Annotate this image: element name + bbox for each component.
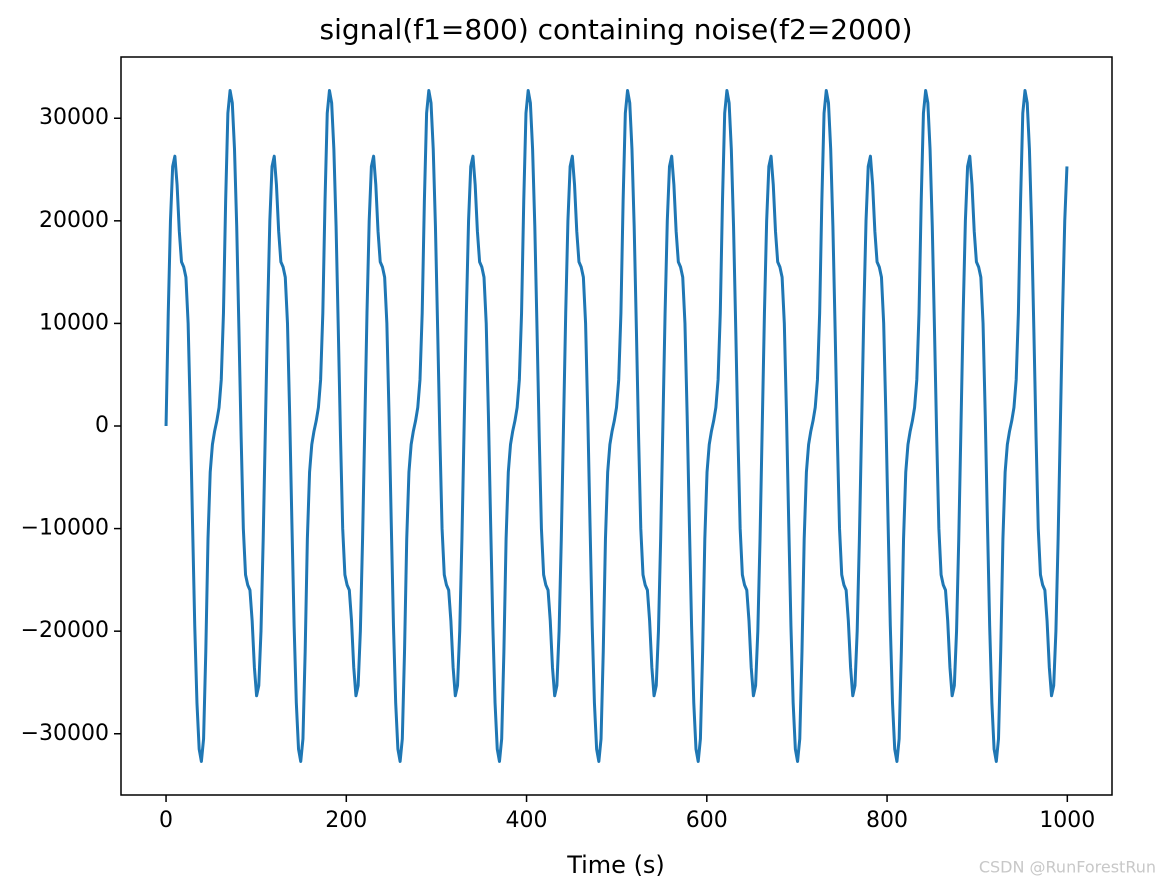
x-tick-label: 200 — [325, 808, 367, 833]
y-tick-label: 20000 — [39, 208, 109, 233]
x-tick-label: 1000 — [1039, 808, 1095, 833]
plot-frame — [120, 56, 1113, 796]
watermark: CSDN @RunForestRun — [979, 858, 1156, 877]
x-tick-label: 800 — [866, 808, 908, 833]
y-tick-label: 0 — [95, 413, 109, 438]
y-tick-label: 30000 — [39, 105, 109, 130]
x-tick-label: 400 — [506, 808, 548, 833]
y-tick-label: −20000 — [21, 618, 109, 643]
x-axis-label: Time (s) — [566, 851, 665, 879]
y-tick-label: 10000 — [39, 310, 109, 335]
chart-title: signal(f1=800) containing noise(f2=2000) — [320, 13, 913, 46]
y-tick-label: −30000 — [21, 721, 109, 746]
signal-line — [164, 89, 1069, 763]
x-tick-label: 0 — [159, 808, 173, 833]
x-tick-label: 600 — [686, 808, 728, 833]
y-tick-label: −10000 — [21, 516, 109, 541]
